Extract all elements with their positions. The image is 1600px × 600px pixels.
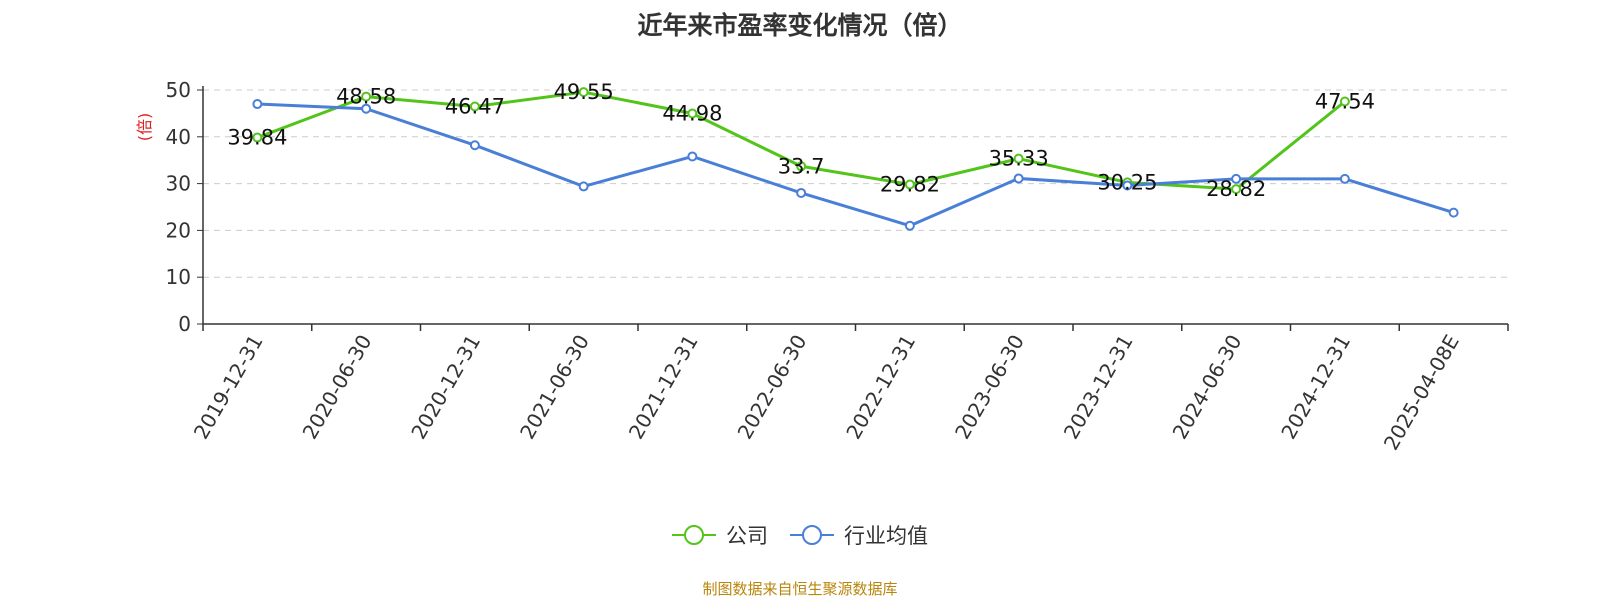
x-tick-label: 2020-06-30 xyxy=(298,331,377,444)
y-tick-label: 50 xyxy=(166,78,191,102)
data-point xyxy=(361,91,372,102)
x-tick-label: 2022-12-31 xyxy=(841,331,920,444)
data-label: 47.54 xyxy=(1315,90,1375,114)
data-label: 44.98 xyxy=(662,101,722,125)
data-point xyxy=(687,151,698,162)
y-tick-label: 30 xyxy=(166,172,191,196)
data-point xyxy=(361,103,372,114)
legend-item-industry[interactable]: 行业均值 xyxy=(790,520,928,550)
y-tick-label: 40 xyxy=(166,125,191,149)
x-tick-label: 2025-04-08E xyxy=(1379,331,1464,455)
series-lines xyxy=(252,87,1459,231)
x-tick-label: 2021-12-31 xyxy=(624,331,703,444)
data-point xyxy=(687,108,698,119)
data-point xyxy=(252,132,263,143)
x-tick-label: 2024-12-31 xyxy=(1276,331,1355,444)
data-point xyxy=(796,187,807,198)
x-tick-label: 2023-06-30 xyxy=(950,331,1029,444)
data-label: 30.25 xyxy=(1097,170,1157,194)
data-label: 48.58 xyxy=(336,85,396,109)
chart-title: 近年来市盈率变化情况（倍） xyxy=(637,11,963,40)
legend-label-company: 公司 xyxy=(726,524,768,548)
series-line-1 xyxy=(257,102,1455,228)
y-axis-label: (倍) xyxy=(135,113,154,142)
data-point xyxy=(1231,173,1242,184)
data-label: 35.33 xyxy=(989,147,1049,171)
legend-industry-icon xyxy=(790,525,834,545)
data-label: 39.84 xyxy=(227,126,287,150)
data-point xyxy=(252,99,263,110)
data-point xyxy=(469,101,480,112)
data-label: 49.55 xyxy=(554,80,614,104)
data-point xyxy=(1448,207,1459,218)
x-tick-label: 2019-12-31 xyxy=(189,331,268,444)
data-point xyxy=(578,87,589,98)
grid-lines xyxy=(203,89,1508,278)
data-point xyxy=(578,181,589,192)
data-point xyxy=(1231,184,1242,195)
x-tick-label: 2022-06-30 xyxy=(733,331,812,444)
data-point xyxy=(904,179,915,190)
y-tick-label: 10 xyxy=(166,265,191,289)
legend: 公司 行业均值 xyxy=(0,520,1600,550)
x-tick-label: 2020-12-31 xyxy=(406,331,485,444)
data-point xyxy=(1013,173,1024,184)
data-point xyxy=(904,220,915,231)
data-labels: 39.84 48.58 46.47 49.55 44.98 33.7 29.82 35.33 3… xyxy=(227,80,1375,201)
x-tick-label: 2024-06-30 xyxy=(1168,331,1247,444)
data-point xyxy=(796,161,807,172)
data-point xyxy=(469,140,480,151)
data-point xyxy=(1339,96,1350,107)
legend-label-industry: 行业均值 xyxy=(844,524,928,548)
x-tick-label: 2023-12-31 xyxy=(1059,331,1138,444)
data-point xyxy=(1013,153,1024,164)
data-source-note: 制图数据来自恒生聚源数据库 xyxy=(702,580,898,598)
legend-company-icon xyxy=(672,525,716,545)
data-label: 28.82 xyxy=(1206,177,1266,201)
legend-item-company[interactable]: 公司 xyxy=(672,520,768,550)
y-tick-label: 0 xyxy=(178,312,191,336)
data-label: 33.7 xyxy=(778,154,825,178)
y-tick-label: 20 xyxy=(166,218,191,242)
data-point xyxy=(1122,180,1133,191)
data-label: 29.82 xyxy=(880,172,940,196)
data-label: 46.47 xyxy=(445,95,505,119)
data-point xyxy=(1339,173,1350,184)
x-tick-label: 2021-06-30 xyxy=(515,331,594,444)
